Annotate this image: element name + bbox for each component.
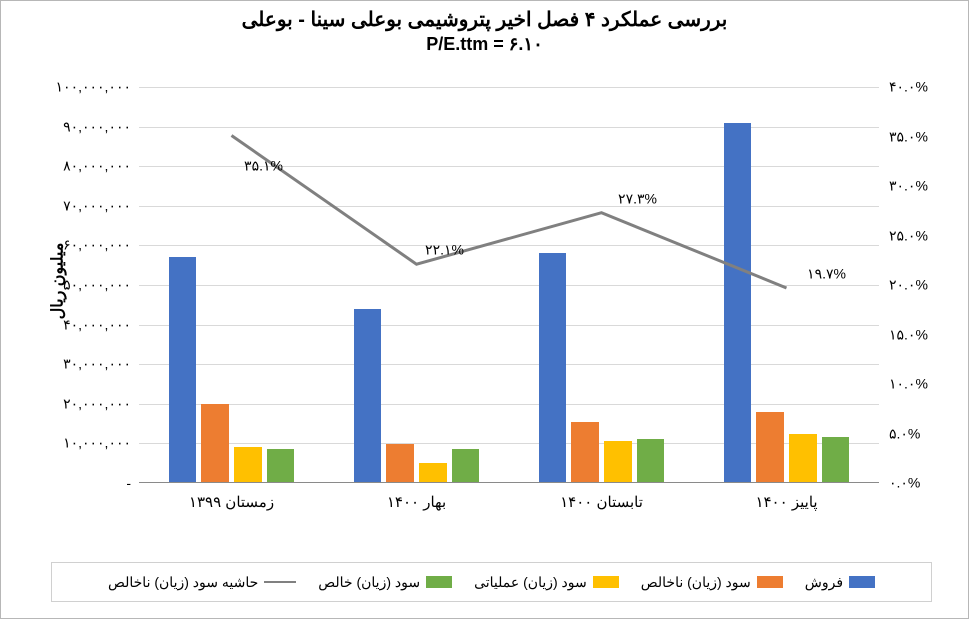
y-right-tick-label: ۲۵.۰% [889,227,928,244]
legend-label: فروش [805,574,843,591]
y-left-tick-label: ۶۰,۰۰۰,۰۰۰ [63,237,131,254]
x-axis-line [139,482,879,483]
x-tick-label: تابستان ۱۴۰۰ [560,493,643,511]
chart-title-block: بررسی عملکرد ۴ فصل اخیر پتروشیمی بوعلی س… [1,7,968,55]
legend-swatch [757,576,783,588]
chart-subtitle: P/E.ttm = ۶.۱۰ [1,34,968,55]
x-tick-label: پاییز ۱۴۰۰ [755,493,817,511]
legend-swatch [849,576,875,588]
y-left-tick-label: ۱۰۰,۰۰۰,۰۰۰ [56,79,131,96]
y-right-tick-label: ۱۵.۰% [889,326,928,343]
y-right-tick-label: ۵.۰% [889,425,920,442]
legend-swatch [593,576,619,588]
legend-label: سود (زیان) ناخالص [641,574,751,591]
y-right-tick-label: ۰.۰% [889,475,920,492]
y-right-tick-label: ۱۰.۰% [889,376,928,393]
y-left-tick-label: ۵۰,۰۰۰,۰۰۰ [63,277,131,294]
x-tick-label: زمستان ۱۳۹۹ [189,493,274,511]
y-right-tick-label: ۴۰.۰% [889,79,928,96]
legend-swatch [426,576,452,588]
y-left-tick-label: ۸۰,۰۰۰,۰۰۰ [63,158,131,175]
chart-title: بررسی عملکرد ۴ فصل اخیر پتروشیمی بوعلی س… [1,7,968,32]
chart-frame: بررسی عملکرد ۴ فصل اخیر پتروشیمی بوعلی س… [0,0,969,619]
y-right-tick-label: ۳۵.۰% [889,128,928,145]
y-left-tick-label: ۹۰,۰۰۰,۰۰۰ [63,118,131,135]
x-labels: زمستان ۱۳۹۹بهار ۱۴۰۰تابستان ۱۴۰۰پاییز ۱۴… [139,87,879,483]
legend-label: حاشیه سود (زیان) ناخالص [108,574,258,591]
legend-item: سود (زیان) عملیاتی [474,574,619,591]
chart-plot-area: ۳۵.۱%۲۲.۱%۲۷.۳%۱۹.۷% -۱۰,۰۰۰,۰۰۰۲۰,۰۰۰,۰… [139,87,879,483]
legend: فروش سود (زیان) ناخالص سود (زیان) عملیاتی س… [51,562,932,602]
y-left-tick-label: ۱۰,۰۰۰,۰۰۰ [63,435,131,452]
y-right-tick-label: ۳۰.۰% [889,178,928,195]
legend-item: فروش [805,574,875,591]
legend-line-swatch [264,581,296,583]
y-left-tick-label: ۲۰,۰۰۰,۰۰۰ [63,395,131,412]
legend-item: سود (زیان) خالص [318,574,452,591]
y-left-tick-label: ۳۰,۰۰۰,۰۰۰ [63,356,131,373]
x-tick-label: بهار ۱۴۰۰ [387,493,446,511]
legend-label: سود (زیان) عملیاتی [474,574,587,591]
y-left-tick-label: ۷۰,۰۰۰,۰۰۰ [63,197,131,214]
y-right-tick-label: ۲۰.۰% [889,277,928,294]
legend-label: سود (زیان) خالص [318,574,420,591]
legend-item: حاشیه سود (زیان) ناخالص [108,574,296,591]
legend-item: سود (زیان) ناخالص [641,574,783,591]
y-left-tick-label: ۴۰,۰۰۰,۰۰۰ [63,316,131,333]
y-left-tick-label: - [126,475,131,491]
